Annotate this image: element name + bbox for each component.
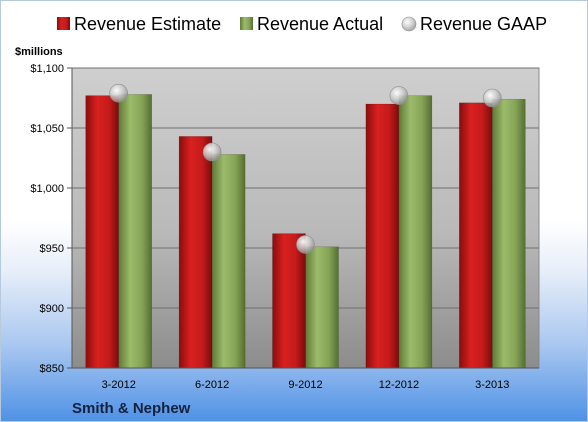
bar-revenue-estimate-6-2012: [178, 136, 213, 369]
x-tick-label-4: 3-2013: [475, 379, 509, 391]
legend-label-0: Revenue Estimate: [74, 14, 221, 34]
legend-swatch-1: [240, 17, 253, 30]
legend-swatch-2: [401, 16, 417, 32]
x-tick-label-3: 12-2012: [379, 379, 419, 391]
company-name: Smith & Nephew: [72, 400, 191, 417]
x-tick-label-0: 3-2012: [102, 379, 136, 391]
bar-revenue-actual-6-2012: [211, 154, 246, 369]
legend-label-1: Revenue Actual: [257, 14, 383, 34]
bar-revenue-estimate-3-2012: [85, 95, 119, 369]
bar-revenue-estimate-3-2013: [459, 102, 493, 369]
x-tick-label-1: 6-2012: [195, 379, 229, 391]
bar-revenue-actual-3-2012: [118, 94, 152, 369]
marker-revenue-gaap-3-2013: [482, 88, 502, 108]
y-tick-label-2: $950: [40, 243, 64, 255]
marker-revenue-gaap-12-2012: [389, 86, 409, 105]
bar-revenue-actual-3-2013: [492, 98, 526, 369]
y-tick-label-4: $1,050: [30, 123, 64, 135]
bar-revenue-estimate-12-2012: [365, 103, 400, 369]
bar-revenue-actual-12-2012: [398, 95, 433, 369]
marker-revenue-gaap-3-2012: [109, 83, 128, 103]
marker-revenue-gaap-9-2012: [296, 235, 315, 254]
y-tick-label-1: $900: [40, 303, 64, 315]
y-tick-label-3: $1,000: [30, 183, 64, 195]
y-tick-label-5: $1,100: [30, 63, 64, 75]
y-tick-label-0: $850: [40, 363, 64, 375]
legend-swatch-0: [57, 17, 70, 30]
legend-label-2: Revenue GAAP: [420, 14, 547, 34]
x-tick-label-2: 9-2012: [288, 379, 322, 391]
marker-revenue-gaap-6-2012: [202, 142, 222, 162]
bar-revenue-actual-9-2012: [305, 246, 339, 369]
bar-revenue-estimate-9-2012: [272, 233, 306, 369]
y-axis-label: $millions: [15, 46, 63, 58]
